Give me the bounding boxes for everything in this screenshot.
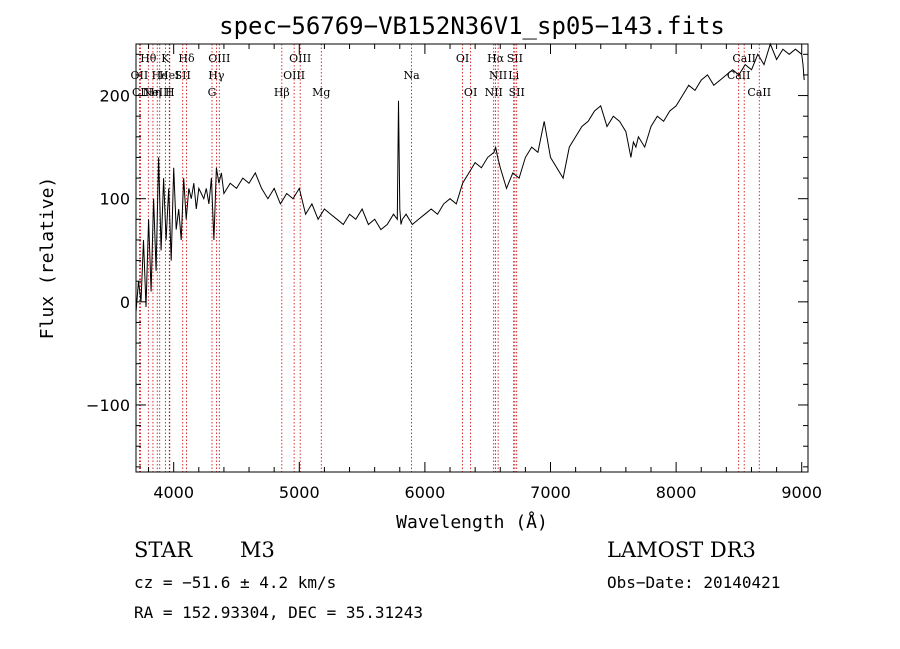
marker-label: SII [507, 52, 523, 65]
marker-label: NII [489, 69, 507, 82]
redshift-info: cz = −51.6 ± 4.2 km/s [134, 573, 337, 592]
marker-label: SII [509, 86, 525, 99]
observation-date: Obs−Date: 20140421 [607, 573, 781, 592]
coordinates: RA = 152.93304, DEC = 35.31243 [134, 603, 423, 622]
x-tick-label: 8000 [656, 483, 697, 502]
object-subclass: M3 [240, 538, 275, 562]
x-axis: 4000 5000 6000 7000 8000 9000 [148, 44, 822, 502]
marker-label: CaII [732, 52, 756, 65]
chart-title: spec−56769−VB152N36V1_sp05−143.fits [219, 12, 725, 40]
marker-label: Hδ [178, 52, 195, 65]
marker-label: OIII [283, 69, 305, 82]
line-markers: OIICIIHθHηNeIIIHeKHeIHSIIHδGHγOIIIHβOIII… [131, 44, 771, 472]
marker-label: Na [403, 69, 420, 82]
plot-frame [135, 43, 809, 473]
x-tick-label: 5000 [279, 483, 320, 502]
marker-label: He [152, 69, 168, 82]
y-tick-label: −100 [86, 396, 130, 415]
marker-label: SII [175, 69, 191, 82]
y-tick-label: 0 [120, 293, 130, 312]
y-axis: −100 0 100 200 [86, 53, 808, 468]
marker-label: OIII [289, 52, 311, 65]
series-group [135, 42, 805, 313]
marker-label: CaII [747, 86, 771, 99]
marker-label: Li [508, 69, 519, 82]
marker-label: NeIII [143, 86, 172, 99]
marker-label: Mg [312, 86, 330, 99]
marker-label: K [161, 52, 170, 65]
marker-label: HeI [159, 69, 179, 82]
series-line-flux [135, 42, 805, 313]
y-tick-label: 100 [99, 190, 130, 209]
y-tick-label: 200 [99, 87, 130, 106]
x-axis-label: Wavelength (Å) [396, 511, 548, 533]
x-tick-label: 6000 [405, 483, 446, 502]
marker-label: G [208, 86, 217, 99]
x-tick-label: 4000 [153, 483, 194, 502]
x-tick-label: 9000 [781, 483, 822, 502]
marker-label: OI [464, 86, 477, 99]
x-tick-label: 7000 [530, 483, 571, 502]
marker-label: CaII [727, 69, 751, 82]
object-class: STAR [134, 538, 193, 562]
marker-label: Hγ [208, 69, 225, 82]
marker-label: OIII [208, 52, 230, 65]
marker-label: Hβ [274, 86, 290, 99]
marker-label: NII [485, 86, 503, 99]
marker-label: OI [456, 52, 469, 65]
marker-label: H [165, 86, 175, 99]
y-axis-label: Flux (relative) [37, 177, 58, 340]
marker-label: Hθ [140, 52, 157, 65]
marker-label: Hα [487, 52, 505, 65]
marker-label: OII [131, 69, 149, 82]
survey-name: LAMOST DR3 [607, 538, 756, 562]
marker-label: Hη [145, 86, 161, 99]
